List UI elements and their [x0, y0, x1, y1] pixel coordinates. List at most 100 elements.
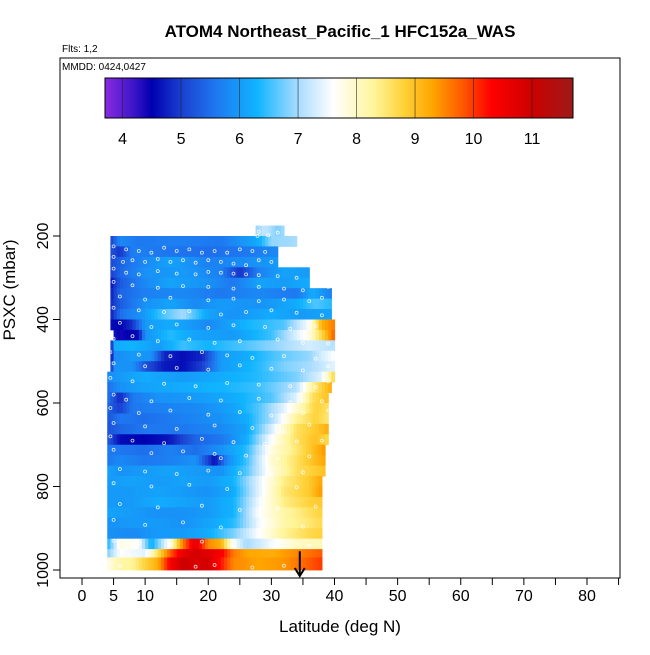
sample-point	[108, 561, 113, 566]
heatmap-cell	[312, 392, 317, 404]
heatmap-cell	[214, 549, 219, 558]
heatmap-cell	[195, 340, 200, 352]
heatmap-cell	[164, 267, 168, 279]
heatmap-cell	[239, 256, 244, 268]
heatmap-cell	[280, 288, 285, 300]
heatmap-cell	[176, 465, 181, 477]
heatmap-cell	[242, 319, 247, 331]
heatmap-cell	[126, 329, 130, 341]
colorbar-tick-label: 7	[294, 131, 303, 148]
heatmap-cell	[148, 392, 153, 404]
heatmap-cell	[227, 465, 231, 477]
sample-point	[282, 354, 286, 359]
heatmap-cell	[258, 392, 263, 404]
heatmap-cell	[201, 382, 206, 393]
heatmap-cell	[198, 267, 203, 279]
heatmap-cell	[224, 538, 228, 550]
heatmap-cell	[261, 267, 266, 279]
heatmap-cell	[302, 423, 307, 435]
heatmap-cell	[239, 267, 244, 279]
heatmap-cell	[123, 465, 127, 477]
heatmap-cell	[205, 319, 209, 331]
heatmap-cell	[192, 423, 197, 435]
heatmap-cell	[299, 549, 304, 558]
heatmap-cell	[211, 319, 216, 331]
heatmap-cell	[261, 350, 266, 362]
heatmap-cell	[119, 486, 124, 498]
heatmap-cell	[164, 350, 168, 362]
heatmap-cell	[293, 538, 298, 550]
heatmap-cell	[116, 277, 121, 289]
heatmap-cell	[227, 267, 231, 279]
heatmap-cell	[315, 557, 320, 571]
heatmap-cell	[220, 298, 225, 310]
heatmap-cell	[151, 371, 156, 383]
heatmap-cell	[129, 361, 134, 373]
heatmap-cell	[148, 361, 153, 373]
sample-point	[143, 523, 148, 527]
heatmap-cell	[220, 319, 225, 331]
heatmap-cell	[173, 329, 178, 341]
sample-point	[181, 520, 185, 525]
heatmap-cell	[236, 256, 241, 268]
heatmap-cell	[123, 434, 127, 446]
heatmap-cell	[293, 350, 298, 362]
heatmap-cell	[227, 528, 231, 540]
heatmap-cell	[315, 403, 320, 414]
heatmap-cell	[315, 496, 320, 508]
heatmap-cell	[246, 236, 250, 247]
heatmap-cell	[164, 455, 168, 467]
heatmap-cell	[151, 361, 156, 373]
heatmap-cell	[113, 267, 118, 279]
heatmap-cell	[195, 267, 200, 279]
sample-point	[300, 288, 305, 293]
sample-point	[155, 505, 160, 510]
heatmap-cell	[261, 476, 266, 487]
heatmap-cell	[211, 434, 216, 446]
heatmap-cell	[211, 236, 216, 247]
sample-point	[263, 249, 268, 254]
heatmap-cell	[214, 371, 219, 383]
heatmap-cell	[293, 361, 298, 373]
heatmap-cell	[224, 476, 228, 487]
colorbar: 4 5 6 7 8 9 10 11	[104, 77, 574, 148]
heatmap-cell	[318, 340, 323, 352]
heatmap-cell	[183, 288, 187, 300]
sample-point	[187, 309, 192, 314]
heatmap-cell	[242, 538, 247, 550]
heatmap-cell	[138, 288, 143, 300]
heatmap-cell	[192, 298, 197, 310]
heatmap-cell	[302, 288, 307, 300]
heatmap-cell	[179, 277, 184, 289]
heatmap-cell	[173, 340, 178, 352]
heatmap-cell	[280, 413, 285, 425]
heatmap-cell	[265, 476, 269, 487]
heatmap-cell	[186, 455, 190, 467]
heatmap-cell	[242, 444, 247, 456]
heatmap-cell	[123, 361, 127, 373]
sample-point	[206, 367, 211, 372]
heatmap-cell	[113, 507, 118, 519]
heatmap-cell	[274, 236, 279, 247]
heatmap-cell	[123, 507, 127, 519]
heatmap-cell	[293, 371, 298, 383]
sample-point	[206, 258, 211, 263]
sample-point	[193, 272, 198, 277]
heatmap-cell	[167, 309, 171, 320]
heatmap-cell	[306, 350, 310, 362]
heatmap-cell	[116, 309, 121, 320]
heatmap-cell	[287, 298, 291, 310]
heatmap-cell	[110, 371, 115, 383]
heatmap-cell	[312, 371, 317, 383]
heatmap-cell	[255, 557, 260, 571]
heatmap-cell	[151, 340, 156, 352]
heatmap-cell	[302, 361, 307, 373]
heatmap-cell	[157, 319, 162, 331]
heatmap-cell	[189, 434, 194, 446]
heatmap-cell	[227, 434, 231, 446]
sample-point	[124, 247, 129, 252]
heatmap-cell	[261, 549, 266, 558]
heatmap-cell	[123, 309, 127, 320]
heatmap-cell	[255, 256, 260, 268]
heatmap-cell	[157, 329, 162, 341]
